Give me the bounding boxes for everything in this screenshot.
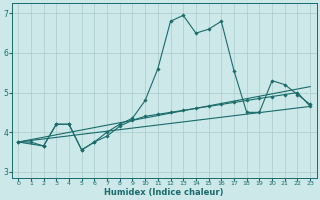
X-axis label: Humidex (Indice chaleur): Humidex (Indice chaleur) — [104, 188, 224, 197]
